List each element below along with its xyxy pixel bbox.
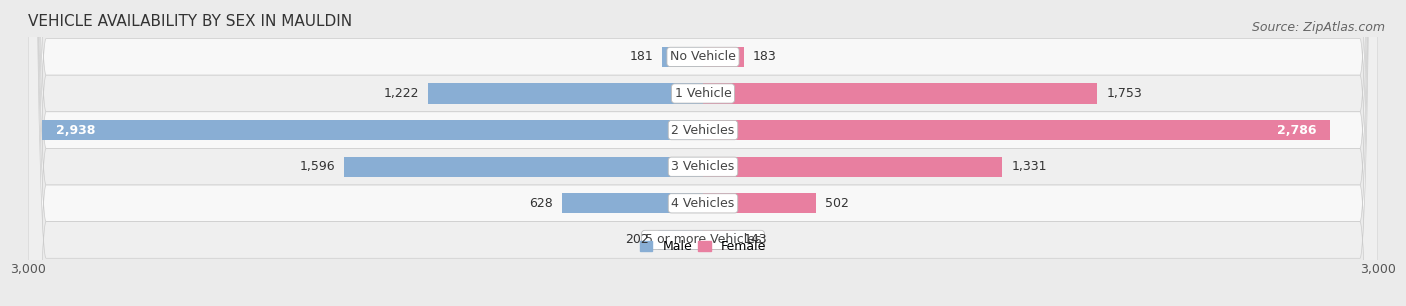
Bar [662,47,703,67]
Text: No Vehicle: No Vehicle [671,50,735,63]
Text: 5 or more Vehicles: 5 or more Vehicles [645,233,761,246]
Text: 181: 181 [630,50,654,63]
Text: 1,222: 1,222 [384,87,419,100]
Legend: Male, Female: Male, Female [636,235,770,258]
Text: 1,331: 1,331 [1011,160,1047,173]
Text: 4 Vehicles: 4 Vehicles [672,197,734,210]
Text: 143: 143 [744,233,768,246]
Text: 1,753: 1,753 [1107,87,1142,100]
Bar [703,157,1002,177]
Text: Source: ZipAtlas.com: Source: ZipAtlas.com [1251,21,1385,34]
FancyBboxPatch shape [28,0,1378,306]
Text: 1,596: 1,596 [299,160,335,173]
Bar [703,120,1330,140]
FancyBboxPatch shape [28,0,1378,306]
Bar [42,120,703,140]
FancyBboxPatch shape [28,0,1378,306]
Text: 202: 202 [624,233,648,246]
Text: 502: 502 [825,197,849,210]
Bar [658,230,703,250]
Bar [703,47,744,67]
Text: 183: 183 [754,50,778,63]
Text: 3 Vehicles: 3 Vehicles [672,160,734,173]
Bar [703,193,815,213]
Text: 2,938: 2,938 [56,124,96,136]
Text: 1 Vehicle: 1 Vehicle [675,87,731,100]
Bar [562,193,703,213]
Text: 628: 628 [529,197,553,210]
Bar [703,230,735,250]
FancyBboxPatch shape [28,0,1378,306]
Text: 2 Vehicles: 2 Vehicles [672,124,734,136]
FancyBboxPatch shape [28,0,1378,306]
Text: VEHICLE AVAILABILITY BY SEX IN MAULDIN: VEHICLE AVAILABILITY BY SEX IN MAULDIN [28,13,353,28]
Bar [703,84,1097,103]
Bar [344,157,703,177]
FancyBboxPatch shape [28,0,1378,306]
Bar [427,84,703,103]
Text: 2,786: 2,786 [1277,124,1316,136]
